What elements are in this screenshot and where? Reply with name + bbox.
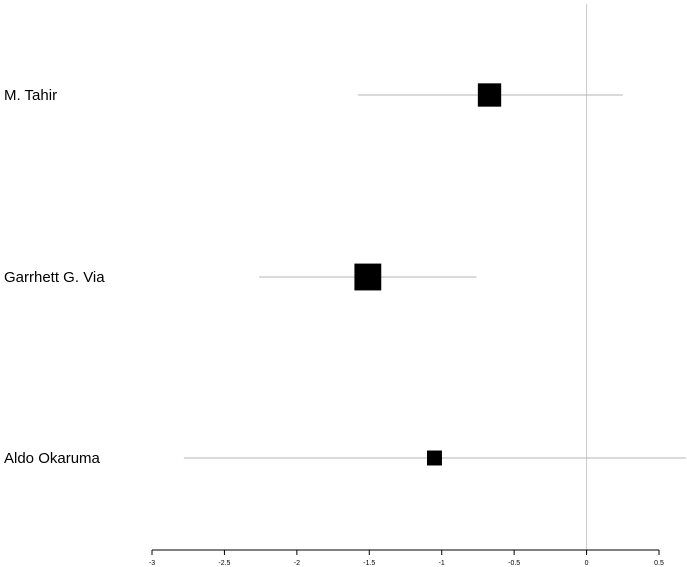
point-estimate-square <box>477 83 502 107</box>
point-estimate-square <box>354 263 382 291</box>
study-label: M. Tahir <box>4 87 57 104</box>
study-rows: M. Tahir Garrhett G. Via Aldo Okaruma <box>4 83 686 467</box>
x-tick-label: 0 <box>585 560 589 567</box>
x-axis: -3 -2.5 -2 -1.5 -1 -0.5 0 0.5 <box>149 549 664 567</box>
x-tick-label: -0.5 <box>508 560 520 567</box>
x-tick-label: -1 <box>439 560 445 567</box>
study-label: Aldo Okaruma <box>4 450 101 467</box>
x-tick-label: -2.5 <box>218 560 230 567</box>
study-label: Garrhett G. Via <box>4 269 105 286</box>
x-tick-label: 0.5 <box>654 560 664 567</box>
x-tick-label: -3 <box>149 560 155 567</box>
x-tick-label: -2 <box>294 560 300 567</box>
x-tick-label: -1.5 <box>363 560 375 567</box>
point-estimate-square <box>426 450 442 466</box>
